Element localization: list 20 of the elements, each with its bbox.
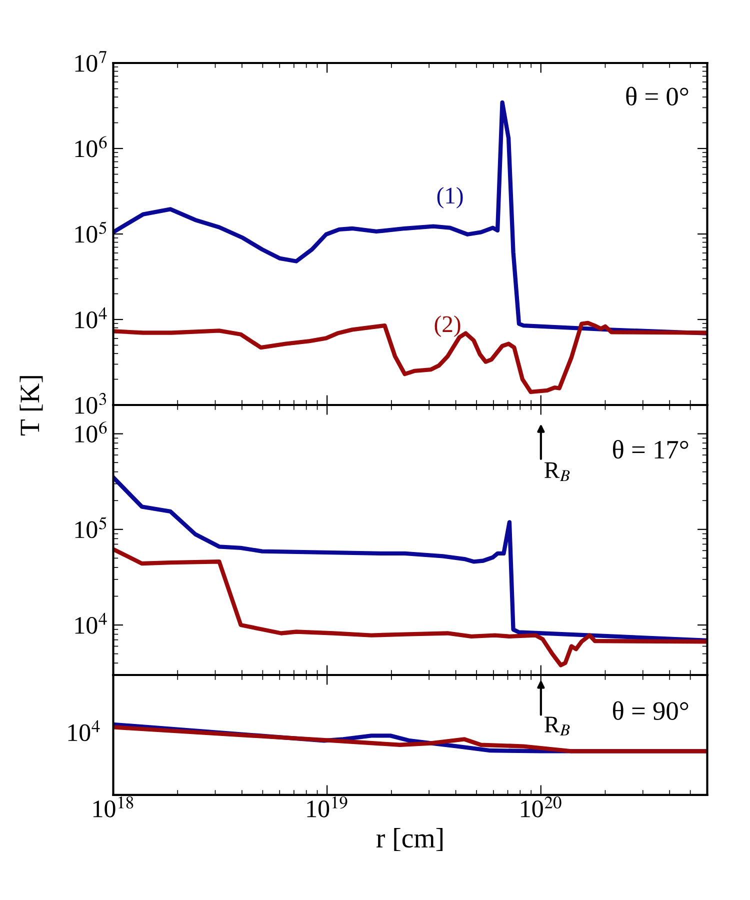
annotation: R$_{B}$: [544, 716, 570, 736]
x-tick-label: 10$^{20}$: [521, 796, 562, 818]
annotation: θ = 17°: [613, 440, 688, 459]
y-tick-label: 10$^{6}$: [75, 421, 107, 442]
x-axis-title: r [cm]: [376, 828, 443, 852]
annotation: θ = 0°: [626, 86, 688, 106]
text: θ = 90°: [613, 701, 688, 720]
x-tick-label: 10$^{18}$: [93, 796, 134, 818]
y-tick-label: 10$^{7}$: [75, 51, 106, 72]
y-tick-label: 10$^{6}$: [75, 136, 107, 158]
series-label: (1): [437, 186, 463, 208]
y-axis-title: T [K]: [20, 376, 43, 436]
y-tick-label: 10$^{5}$: [75, 222, 106, 243]
y-tick-label: 10$^{4}$: [75, 612, 107, 634]
y-tick-label: 10$^{5}$: [75, 517, 106, 538]
series-label: (2): [434, 316, 460, 337]
annotation: R$_{B}$: [544, 462, 570, 481]
y-tick-label: 10$^{3}$: [75, 392, 106, 414]
x-tick-label: 10$^{19}$: [307, 796, 348, 818]
y-tick-label: 10$^{4}$: [75, 307, 107, 328]
